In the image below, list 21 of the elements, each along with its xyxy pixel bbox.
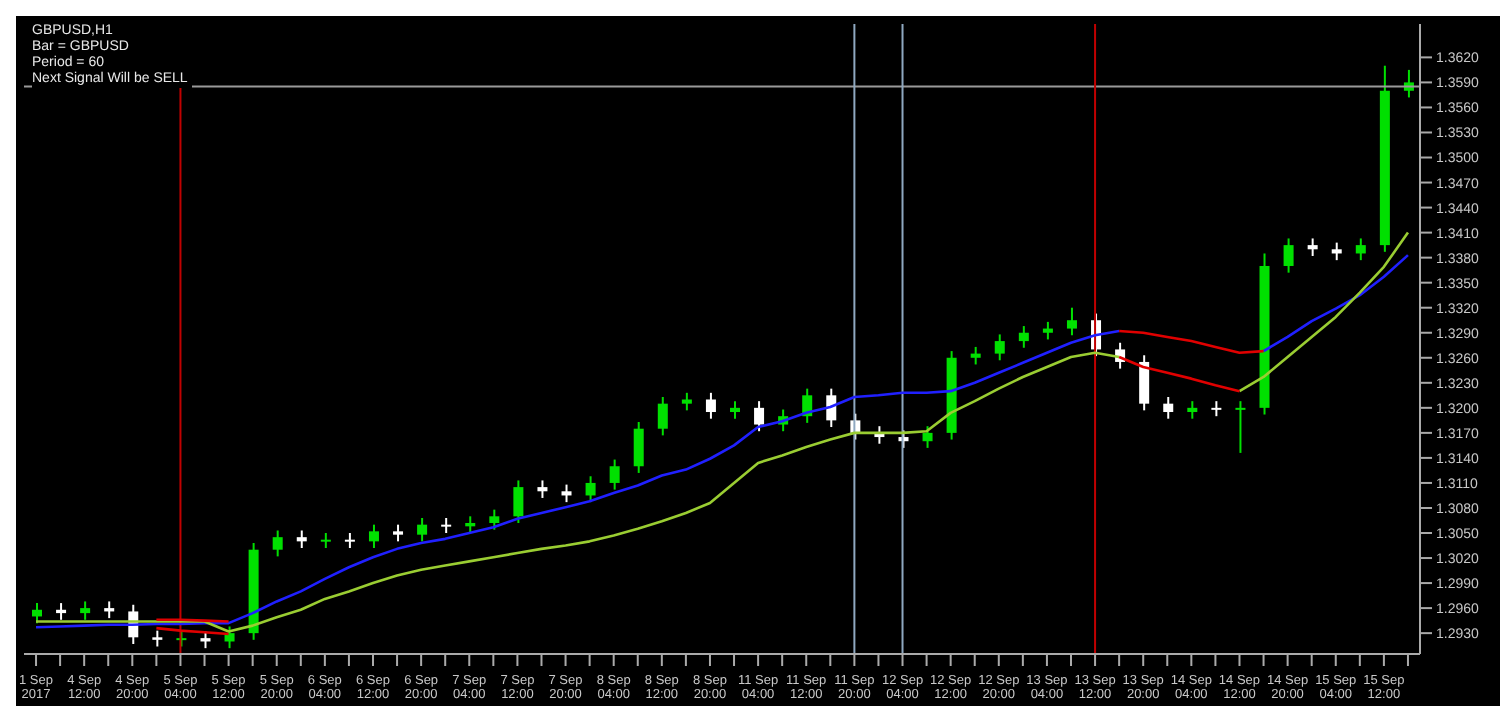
candlestick [633, 421, 644, 474]
candlestick [1018, 325, 1029, 349]
candlestick [489, 508, 500, 531]
candlestick [705, 391, 716, 420]
candlestick [272, 529, 283, 558]
candlestick [609, 458, 620, 491]
candlestick [1235, 400, 1246, 454]
candlestick [754, 400, 765, 433]
candlestick [922, 425, 933, 449]
candlestick [657, 395, 668, 437]
candlestick [80, 600, 91, 621]
candlestick [1066, 306, 1077, 337]
candlestick [1139, 354, 1150, 412]
candlestick [417, 516, 428, 543]
candlestick [513, 479, 524, 524]
candlestick [994, 333, 1005, 362]
candlestick [368, 523, 379, 550]
candlestick [1355, 237, 1366, 262]
candlestick [1163, 395, 1174, 420]
candlestick [585, 475, 596, 504]
candlestick [1283, 237, 1294, 274]
